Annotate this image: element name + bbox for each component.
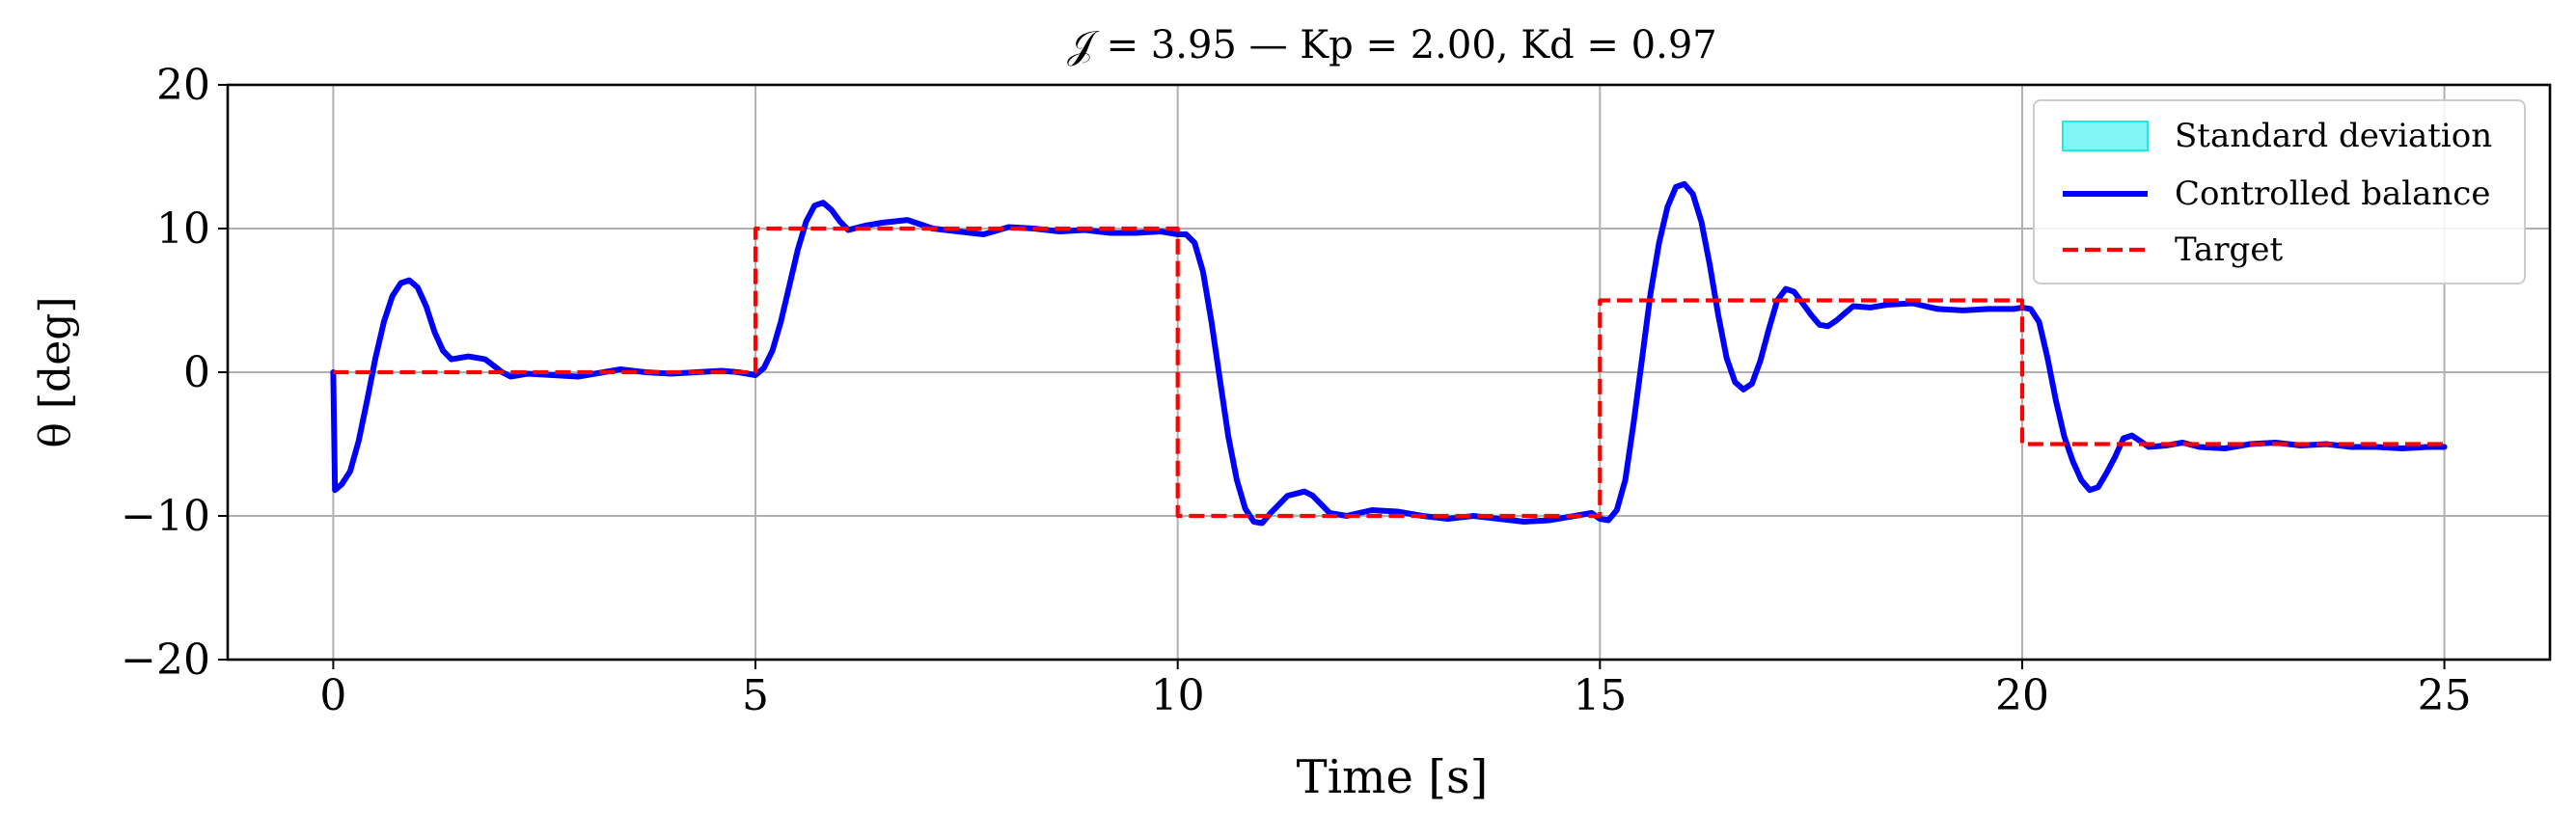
y-tick-label: 20 <box>156 61 210 110</box>
y-axis-label: θ [deg] <box>31 296 80 447</box>
chart-title: 𝒥 = 3.95 — Kp = 2.00, Kd = 0.97 <box>1067 23 1716 68</box>
y-tick-label: −10 <box>121 492 210 541</box>
x-tick-label: 0 <box>319 671 346 720</box>
x-tick-label: 20 <box>1995 671 2049 720</box>
x-tick-label: 15 <box>1573 671 1627 720</box>
legend-label-standard-deviation: Standard deviation <box>2175 117 2492 155</box>
legend-label-target: Target <box>2175 230 2283 269</box>
x-tick-label: 25 <box>2418 671 2472 720</box>
axis-ticks: 0 5 10 15 20 25 −20 −10 0 10 20 <box>121 61 2471 720</box>
series-layer <box>330 180 2448 527</box>
series-line-target <box>333 226 2445 519</box>
x-tick-label: 10 <box>1151 671 1205 720</box>
legend: Standard deviation Controlled balance Ta… <box>2033 99 2526 284</box>
legend-box <box>2033 99 2526 284</box>
y-tick-label: 0 <box>183 348 210 397</box>
x-tick-label: 5 <box>742 671 769 720</box>
x-axis-label: Time [s] <box>1297 750 1489 804</box>
legend-swatch-standard-deviation <box>2062 121 2149 151</box>
y-tick-label: 10 <box>156 204 210 254</box>
legend-label-controlled-balance: Controlled balance <box>2175 175 2490 213</box>
y-tick-label: −20 <box>121 635 210 685</box>
